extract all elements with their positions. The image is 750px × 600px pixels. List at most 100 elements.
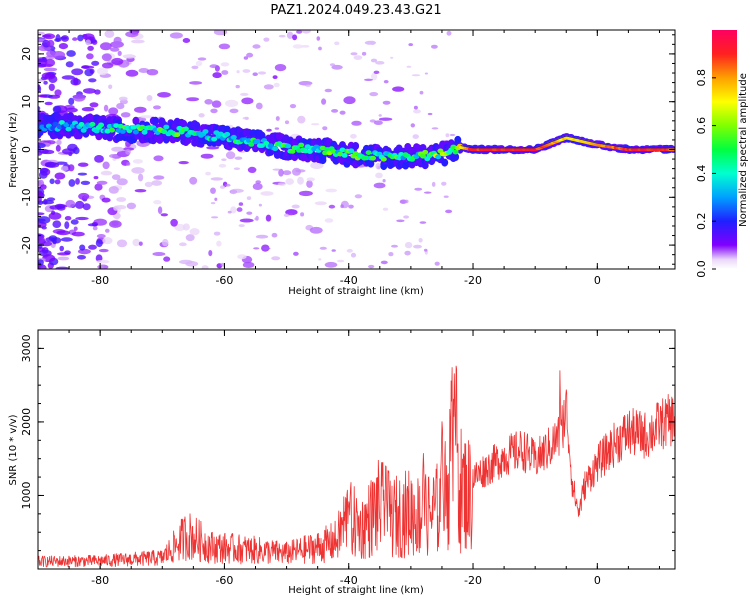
noise-blob bbox=[75, 200, 85, 209]
noise-blob bbox=[246, 52, 254, 58]
x-tick-label: -60 bbox=[215, 574, 233, 587]
noise-blob bbox=[314, 201, 327, 206]
noise-blob bbox=[413, 109, 421, 114]
noise-blob bbox=[197, 57, 207, 61]
noise-blob bbox=[111, 146, 124, 152]
noise-blob bbox=[48, 235, 58, 242]
noise-blob bbox=[189, 81, 203, 85]
ridge-core bbox=[452, 149, 459, 155]
noise-blob bbox=[278, 34, 286, 38]
x-tick-label: -80 bbox=[91, 274, 109, 287]
noise-blob bbox=[424, 72, 428, 75]
noise-blob bbox=[43, 33, 56, 40]
noise-blob bbox=[240, 92, 249, 96]
x-tick-label: -80 bbox=[91, 574, 109, 587]
ridge-core bbox=[98, 122, 105, 128]
noise-blob bbox=[252, 44, 261, 49]
noise-blob bbox=[285, 209, 298, 216]
noise-blob bbox=[71, 68, 84, 76]
noise-blob bbox=[230, 206, 237, 214]
noise-blob bbox=[85, 39, 91, 46]
noise-blob bbox=[179, 242, 187, 247]
noise-blob bbox=[54, 179, 61, 185]
noise-blob bbox=[38, 200, 43, 205]
ridge-core bbox=[182, 126, 189, 132]
noise-blob bbox=[111, 221, 119, 227]
ridge-core bbox=[163, 124, 170, 130]
noise-blob bbox=[255, 234, 269, 239]
noise-blob bbox=[306, 180, 313, 188]
noise-blob bbox=[101, 197, 111, 203]
noise-blob bbox=[81, 107, 95, 112]
noise-blob bbox=[380, 260, 388, 265]
ridge-core bbox=[248, 142, 255, 147]
figure-title: PAZ1.2024.049.23.43.G21 bbox=[270, 3, 441, 18]
noise-blob bbox=[186, 97, 200, 102]
noise-blob bbox=[91, 60, 100, 66]
noise-blob bbox=[125, 69, 139, 77]
noise-blob bbox=[300, 212, 305, 217]
noise-blob bbox=[301, 30, 311, 34]
ridge-core bbox=[370, 155, 376, 161]
noise-blob bbox=[260, 191, 274, 196]
noise-blob bbox=[77, 172, 88, 176]
noise-blob bbox=[41, 226, 47, 230]
noise-blob bbox=[134, 106, 147, 113]
noise-blob bbox=[116, 197, 127, 202]
noise-blob bbox=[370, 58, 378, 63]
noise-blob bbox=[382, 100, 391, 105]
noise-blob bbox=[138, 241, 143, 246]
noise-blob bbox=[138, 68, 150, 73]
colorbar-tick-label: 0.4 bbox=[695, 165, 708, 183]
noise-blob bbox=[291, 204, 300, 209]
noise-blob bbox=[212, 72, 222, 79]
noise-blob bbox=[38, 94, 48, 98]
noise-blob bbox=[89, 102, 99, 108]
noise-blob bbox=[431, 181, 436, 187]
noise-blob bbox=[445, 133, 450, 138]
noise-blob bbox=[220, 62, 230, 67]
noise-blob bbox=[218, 163, 227, 168]
colorbar: 0.0 0.2 0.4 0.6 0.8 Normalized spectral ampl… bbox=[695, 30, 749, 278]
noise-blob bbox=[247, 166, 257, 173]
noise-blob bbox=[331, 249, 336, 252]
noise-blob bbox=[163, 256, 171, 262]
noise-blob bbox=[201, 265, 209, 269]
noise-blob bbox=[329, 63, 336, 67]
noise-blob bbox=[144, 181, 153, 188]
noise-blob bbox=[293, 251, 299, 256]
noise-blob bbox=[353, 55, 363, 60]
noise-blob bbox=[383, 80, 389, 84]
ridge-halo bbox=[454, 135, 462, 144]
noise-blob bbox=[96, 259, 110, 264]
noise-blob bbox=[38, 142, 46, 149]
noise-blob bbox=[49, 205, 62, 210]
noise-blob bbox=[138, 173, 144, 182]
noise-blob bbox=[54, 172, 66, 180]
noise-blob bbox=[414, 187, 423, 191]
noise-blob bbox=[220, 262, 225, 267]
noise-blob bbox=[157, 92, 171, 98]
noise-blob bbox=[408, 43, 414, 47]
noise-blob bbox=[38, 216, 51, 224]
noise-blob bbox=[396, 219, 405, 223]
noise-blob bbox=[351, 120, 362, 126]
noise-blob bbox=[221, 158, 227, 161]
noise-blob bbox=[38, 31, 45, 35]
noise-blob bbox=[95, 239, 103, 248]
x-tick-label: -20 bbox=[464, 574, 482, 587]
noise-blob bbox=[81, 65, 90, 69]
noise-blob bbox=[238, 202, 244, 206]
noise-blob bbox=[101, 62, 114, 69]
noise-blob bbox=[354, 194, 363, 199]
noise-blob bbox=[382, 207, 389, 211]
noise-blob bbox=[449, 133, 456, 137]
ridge-core bbox=[130, 124, 137, 130]
noise-blob bbox=[236, 70, 240, 74]
snr-y-axis: 1000 2000 3000 bbox=[20, 329, 675, 552]
x-tick-label: 0 bbox=[594, 574, 601, 587]
noise-blob bbox=[185, 234, 195, 242]
noise-blob bbox=[238, 224, 245, 228]
noise-blob bbox=[152, 252, 166, 256]
